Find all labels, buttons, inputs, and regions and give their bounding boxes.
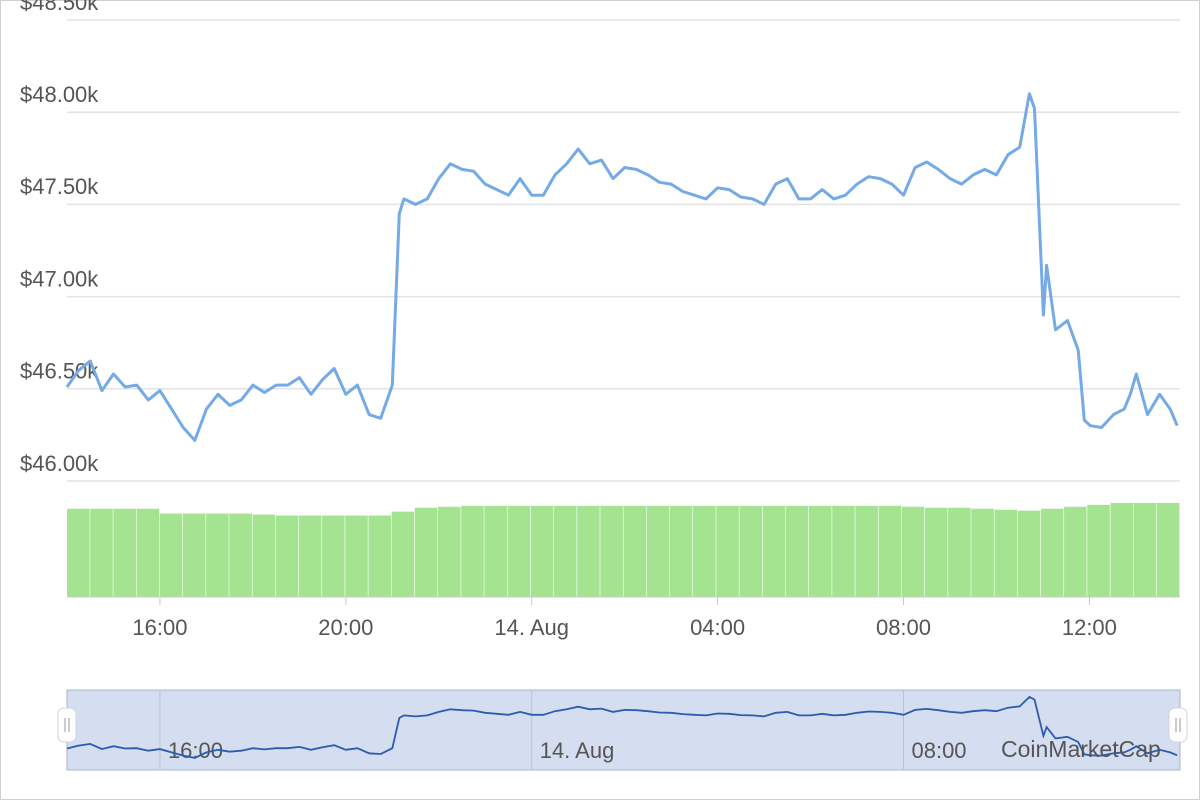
volume-bar [252, 514, 276, 597]
volume-bar [716, 505, 739, 597]
volume-bar [809, 505, 832, 597]
volume-bar [1040, 508, 1064, 597]
volume-bar [855, 505, 878, 597]
navigator-tick-label: 14. Aug [540, 738, 615, 763]
volume-bar [1064, 506, 1087, 597]
volume-bar [484, 505, 507, 597]
volume-bar [577, 505, 600, 597]
volume-bar [1087, 504, 1110, 597]
volume-bar [368, 515, 392, 597]
volume-bar [994, 509, 1018, 597]
volume-bar [67, 508, 90, 597]
y-tick-label: $47.00k [20, 266, 99, 291]
y-tick-label: $48.00k [20, 82, 99, 107]
volume-bar [322, 515, 345, 597]
navigator-handle[interactable] [1168, 707, 1188, 743]
x-tick-label: 14. Aug [494, 615, 569, 640]
watermark: CoinMarketCap [1001, 736, 1161, 762]
volume-bar [507, 505, 531, 597]
volume-bar [1156, 502, 1180, 597]
volume-bar [553, 505, 577, 597]
volume-bar [948, 507, 971, 597]
volume-bar [530, 505, 554, 597]
volume-bar [762, 505, 786, 597]
volume-bar [229, 513, 252, 597]
volume-bar [901, 506, 925, 597]
volume-bar [414, 507, 438, 597]
volume-bar [1133, 502, 1157, 597]
navigator-tick-label: 08:00 [911, 738, 966, 763]
navigator [66, 689, 1181, 771]
navigator-line [66, 695, 1178, 759]
volume-bar [182, 513, 206, 597]
volume-bar [136, 508, 160, 597]
y-tick-label: $48.50k [20, 0, 99, 15]
volume-bar [461, 505, 484, 597]
volume-bar [345, 515, 368, 597]
volume-bar [90, 508, 113, 597]
volume-bar [298, 515, 322, 597]
y-tick-label: $46.00k [20, 451, 99, 476]
volume-bar [739, 505, 763, 597]
x-tick-label: 20:00 [318, 615, 373, 640]
x-tick-label: 08:00 [876, 615, 931, 640]
volume-bar [159, 513, 183, 597]
volume-bar [600, 505, 623, 597]
volume-bar [623, 505, 647, 597]
volume-bar [275, 515, 299, 597]
y-tick-label: $47.50k [20, 174, 99, 199]
volume-bar [924, 507, 948, 597]
volume-bar [971, 508, 994, 597]
volume-bar [1017, 510, 1041, 597]
volume-bar [206, 513, 229, 597]
volume-bar [669, 505, 693, 597]
price-line [65, 92, 1179, 442]
volume-bar [646, 505, 670, 597]
volume-bar [113, 508, 136, 597]
x-tick-label: 04:00 [690, 615, 745, 640]
volume-bar [785, 505, 809, 597]
x-tick-label: 12:00 [1062, 615, 1117, 640]
volume-bar [391, 511, 415, 597]
volume-bar [878, 505, 902, 597]
volume-bar [438, 506, 461, 597]
navigator-area [66, 689, 1181, 771]
volume-bar [832, 505, 855, 597]
navigator-handle[interactable] [57, 707, 77, 743]
volume-bar [1110, 502, 1134, 597]
volume-bar [693, 505, 716, 597]
x-tick-label: 16:00 [132, 615, 187, 640]
